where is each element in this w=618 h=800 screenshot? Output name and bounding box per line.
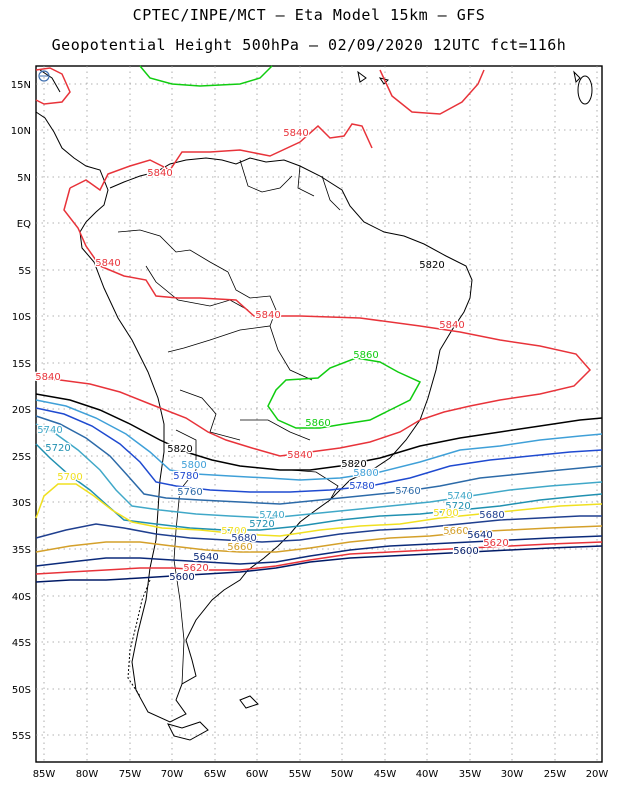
contour-label: 5860 <box>305 418 330 429</box>
contour-label: 5800 <box>353 468 378 479</box>
contour-label: 5660 <box>227 542 252 553</box>
map-subtitle: Geopotential Height 500hPa – 02/09/2020 … <box>51 36 567 54</box>
contour-label: 5700 <box>221 526 246 537</box>
lat-tick-label: 40S <box>12 592 31 603</box>
lon-tick-label: 60W <box>246 769 269 780</box>
contour-label: 5760 <box>177 487 202 498</box>
lat-tick-label: 5S <box>18 266 31 277</box>
contour-label: 5820 <box>341 459 366 470</box>
station-marker-icon <box>38 70 50 82</box>
lat-tick-label: 5N <box>17 173 31 184</box>
latitude-axis: 15N 10N 5N EQ 5S 10S 15S 20S 25S 30S 35S 40S 45S 50S 5… <box>11 80 31 742</box>
contour-label: 5800 <box>181 460 206 471</box>
lon-tick-label: 35W <box>459 769 482 780</box>
lat-tick-label: 50S <box>12 685 31 696</box>
lon-tick-label: 85W <box>33 769 56 780</box>
contour-label: 5620 <box>483 538 508 549</box>
contour-label: 5640 <box>467 530 492 541</box>
contour-label: 5680 <box>479 510 504 521</box>
lat-tick-label: 35S <box>12 545 31 556</box>
contour-label: 5780 <box>173 471 198 482</box>
lon-tick-label: 70W <box>161 769 184 780</box>
lon-tick-label: 45W <box>374 769 397 780</box>
map-title: CPTEC/INPE/MCT – Eta Model 15km – GFS <box>132 6 486 24</box>
lon-tick-label: 20W <box>586 769 609 780</box>
contour-label: 5600 <box>169 572 194 583</box>
lon-tick-label: 40W <box>416 769 439 780</box>
lon-tick-label: 65W <box>204 769 227 780</box>
contour-labels: 5840 5840 5840 5840 5840 5840 5840 5820 5860 5860… <box>34 127 510 585</box>
contour-label: 5720 <box>45 443 70 454</box>
country-borders <box>117 159 341 685</box>
coastlines <box>35 69 593 741</box>
lat-tick-label: 15N <box>11 80 31 91</box>
contour-label: 5600 <box>453 546 478 557</box>
lat-tick-label: 45S <box>12 638 31 649</box>
contour-label: 5840 <box>283 128 308 139</box>
contour-label: 5740 <box>259 510 284 521</box>
lon-tick-label: 30W <box>501 769 524 780</box>
contour-label: 5820 <box>419 260 444 271</box>
contour-label: 5680 <box>231 533 256 544</box>
lat-tick-label: EQ <box>17 219 31 230</box>
contour-label: 5840 <box>95 258 120 269</box>
contour-label: 5840 <box>35 372 60 383</box>
height-contours <box>35 65 603 583</box>
lon-tick-label: 25W <box>544 769 567 780</box>
lon-tick-label: 50W <box>331 769 354 780</box>
lat-tick-label: 10N <box>11 126 31 137</box>
contour-label: 5840 <box>287 450 312 461</box>
contour-label: 5700 <box>433 508 458 519</box>
contour-label: 5780 <box>349 481 374 492</box>
contour-label: 5840 <box>439 320 464 331</box>
lat-tick-label: 15S <box>12 359 31 370</box>
contour-label: 5660 <box>443 526 468 537</box>
contour-label: 5760 <box>395 486 420 497</box>
contour-label: 5720 <box>249 519 274 530</box>
lon-tick-label: 80W <box>76 769 99 780</box>
contour-label: 5720 <box>445 501 470 512</box>
contour-label: 5740 <box>37 425 62 436</box>
lat-tick-label: 25S <box>12 452 31 463</box>
contour-label: 5840 <box>147 168 172 179</box>
contour-label: 5820 <box>167 444 192 455</box>
contour-label: 5620 <box>183 563 208 574</box>
lat-tick-label: 20S <box>12 405 31 416</box>
lon-tick-label: 75W <box>119 769 142 780</box>
graticule <box>36 66 602 762</box>
lon-tick-label: 55W <box>289 769 312 780</box>
contour-label: 5640 <box>193 552 218 563</box>
contour-label: 5700 <box>57 472 82 483</box>
contour-label: 5860 <box>353 350 378 361</box>
lat-tick-label: 55S <box>12 731 31 742</box>
longitude-axis: 85W 80W 75W 70W 65W 60W 55W 50W 45W 40W 35W 30W 25W 2… <box>33 769 609 780</box>
lat-tick-label: 10S <box>12 312 31 323</box>
contour-label: 5840 <box>255 310 280 321</box>
lat-tick-label: 30S <box>12 498 31 509</box>
map-frame <box>35 65 603 763</box>
contour-label: 5740 <box>447 491 472 502</box>
